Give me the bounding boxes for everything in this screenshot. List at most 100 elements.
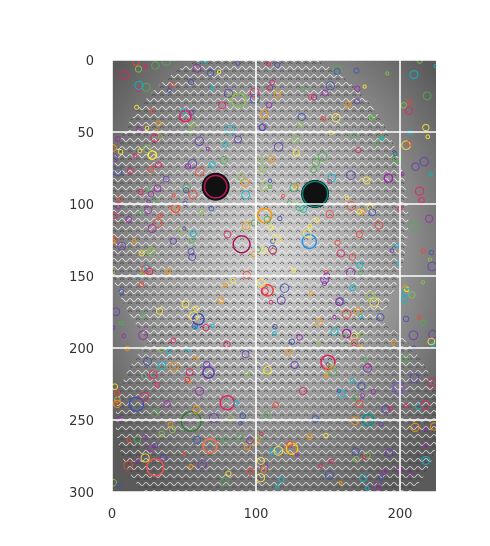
keypoint-speckle bbox=[222, 141, 229, 148]
keypoint-speckle bbox=[349, 130, 358, 139]
keypoint-speckle bbox=[299, 86, 306, 93]
x-tick-label: 200 bbox=[388, 507, 413, 522]
keypoint-speckle bbox=[368, 208, 377, 217]
keypoint-speckle bbox=[112, 325, 116, 330]
keypoint-speckle bbox=[268, 299, 274, 305]
keypoint-speckle bbox=[115, 204, 121, 210]
keypoint-speckle bbox=[317, 151, 328, 162]
keypoint-speckle bbox=[260, 466, 267, 473]
keypoint-speckle bbox=[171, 193, 176, 198]
keypoints-layer bbox=[112, 60, 436, 491]
keypoint-speckle bbox=[152, 443, 159, 449]
keypoint-speckle bbox=[332, 64, 343, 74]
keypoint-speckle bbox=[369, 297, 380, 308]
keypoint-speckle bbox=[356, 208, 363, 215]
keypoint-speckle bbox=[409, 373, 420, 383]
y-tick-label: 250 bbox=[69, 414, 94, 429]
keypoint-speckle bbox=[263, 215, 272, 224]
keypoint-speckle bbox=[358, 344, 364, 350]
keypoint-speckle bbox=[325, 364, 332, 372]
keypoint-speckle bbox=[223, 88, 234, 98]
keypoint-speckle bbox=[239, 412, 247, 420]
keypoint-speckle bbox=[394, 243, 399, 248]
keypoint-speckle bbox=[209, 86, 215, 91]
keypoint-speckle bbox=[158, 346, 165, 353]
y-tick-label: 50 bbox=[77, 126, 94, 141]
keypoint-speckle bbox=[307, 223, 312, 229]
keypoint-speckle bbox=[291, 134, 301, 144]
keypoint-speckle bbox=[154, 161, 162, 169]
keypoint-speckle bbox=[330, 363, 335, 368]
keypoint-speckle bbox=[327, 367, 337, 377]
keypoint-speckle bbox=[328, 458, 334, 465]
keypoint-speckle bbox=[422, 91, 432, 101]
keypoint-speckle bbox=[113, 399, 122, 409]
keypoint-speckle bbox=[117, 149, 124, 155]
keypoint-speckle bbox=[144, 125, 150, 131]
keypoint-speckle bbox=[202, 323, 210, 332]
keypoint-speckle bbox=[216, 69, 222, 75]
keypoint-speckle bbox=[341, 309, 352, 320]
keypoint-speckle bbox=[138, 210, 144, 215]
keypoint-speckle bbox=[325, 362, 330, 367]
keypoint-marker bbox=[203, 174, 228, 199]
keypoint-speckle bbox=[263, 366, 272, 375]
keypoint-speckle bbox=[219, 477, 229, 487]
keypoint-speckle bbox=[298, 386, 308, 396]
x-axis-ticks: 0 100 200 bbox=[108, 507, 413, 522]
keypoint-speckle bbox=[410, 422, 420, 433]
keypoint-speckle bbox=[235, 60, 241, 66]
keypoint-speckle bbox=[139, 391, 149, 402]
keypoint-speckle bbox=[155, 120, 162, 127]
keypoint-speckle bbox=[306, 433, 313, 441]
keypoint-speckle bbox=[193, 355, 199, 361]
keypoint-speckle bbox=[314, 317, 323, 326]
keypoint-speckle bbox=[260, 287, 269, 296]
keypoint-speckle bbox=[430, 422, 436, 431]
keypoint-speckle bbox=[134, 80, 144, 90]
keypoint-speckle bbox=[353, 307, 363, 317]
keypoint-speckle bbox=[381, 404, 391, 414]
keypoint-speckle bbox=[377, 475, 384, 482]
keypoint-marker bbox=[230, 92, 247, 109]
keypoint-speckle bbox=[184, 163, 192, 170]
keypoint-speckle bbox=[354, 85, 361, 92]
keypoint-speckle bbox=[408, 291, 416, 299]
keypoint-speckle bbox=[269, 79, 275, 86]
keypoint-speckle bbox=[272, 401, 279, 409]
keypoint-speckle bbox=[149, 108, 155, 114]
keypoint-speckle bbox=[223, 230, 232, 239]
keypoint-speckle bbox=[259, 123, 267, 131]
keypoint-speckle bbox=[268, 184, 273, 190]
keypoint-speckle bbox=[427, 261, 436, 272]
keypoint-speckle bbox=[145, 187, 151, 192]
keypoint-speckle bbox=[354, 98, 360, 105]
keypoint-speckle bbox=[153, 218, 163, 228]
keypoint-speckle bbox=[147, 166, 155, 173]
keypoint-speckle bbox=[362, 84, 367, 89]
keypoint-speckle bbox=[242, 270, 251, 280]
y-tick-label: 300 bbox=[69, 486, 94, 501]
keypoint-speckle bbox=[331, 113, 341, 123]
keypoint-speckle bbox=[400, 353, 411, 364]
keypoint-speckle bbox=[138, 281, 145, 288]
keypoint-speckle bbox=[170, 337, 177, 344]
keypoint-speckle bbox=[334, 239, 341, 246]
keypoint-speckle bbox=[351, 447, 360, 456]
keypoint-speckle bbox=[333, 68, 341, 76]
keypoint-speckle bbox=[169, 82, 175, 88]
keypoint-speckle bbox=[136, 127, 144, 134]
keypoint-speckle bbox=[155, 307, 164, 315]
keypoint-speckle bbox=[198, 209, 205, 216]
keypoint-marker bbox=[202, 438, 218, 454]
keypoint-speckle bbox=[134, 65, 143, 73]
keypoint-speckle bbox=[391, 340, 396, 345]
y-tick-label: 0 bbox=[86, 54, 94, 69]
keypoint-speckle bbox=[376, 313, 385, 322]
keypoint-speckle bbox=[422, 443, 429, 449]
keypoint-speckle bbox=[425, 214, 434, 223]
keypoint-speckle bbox=[116, 416, 123, 423]
keypoint-speckle bbox=[420, 400, 430, 410]
keypoint-marker bbox=[128, 396, 145, 412]
